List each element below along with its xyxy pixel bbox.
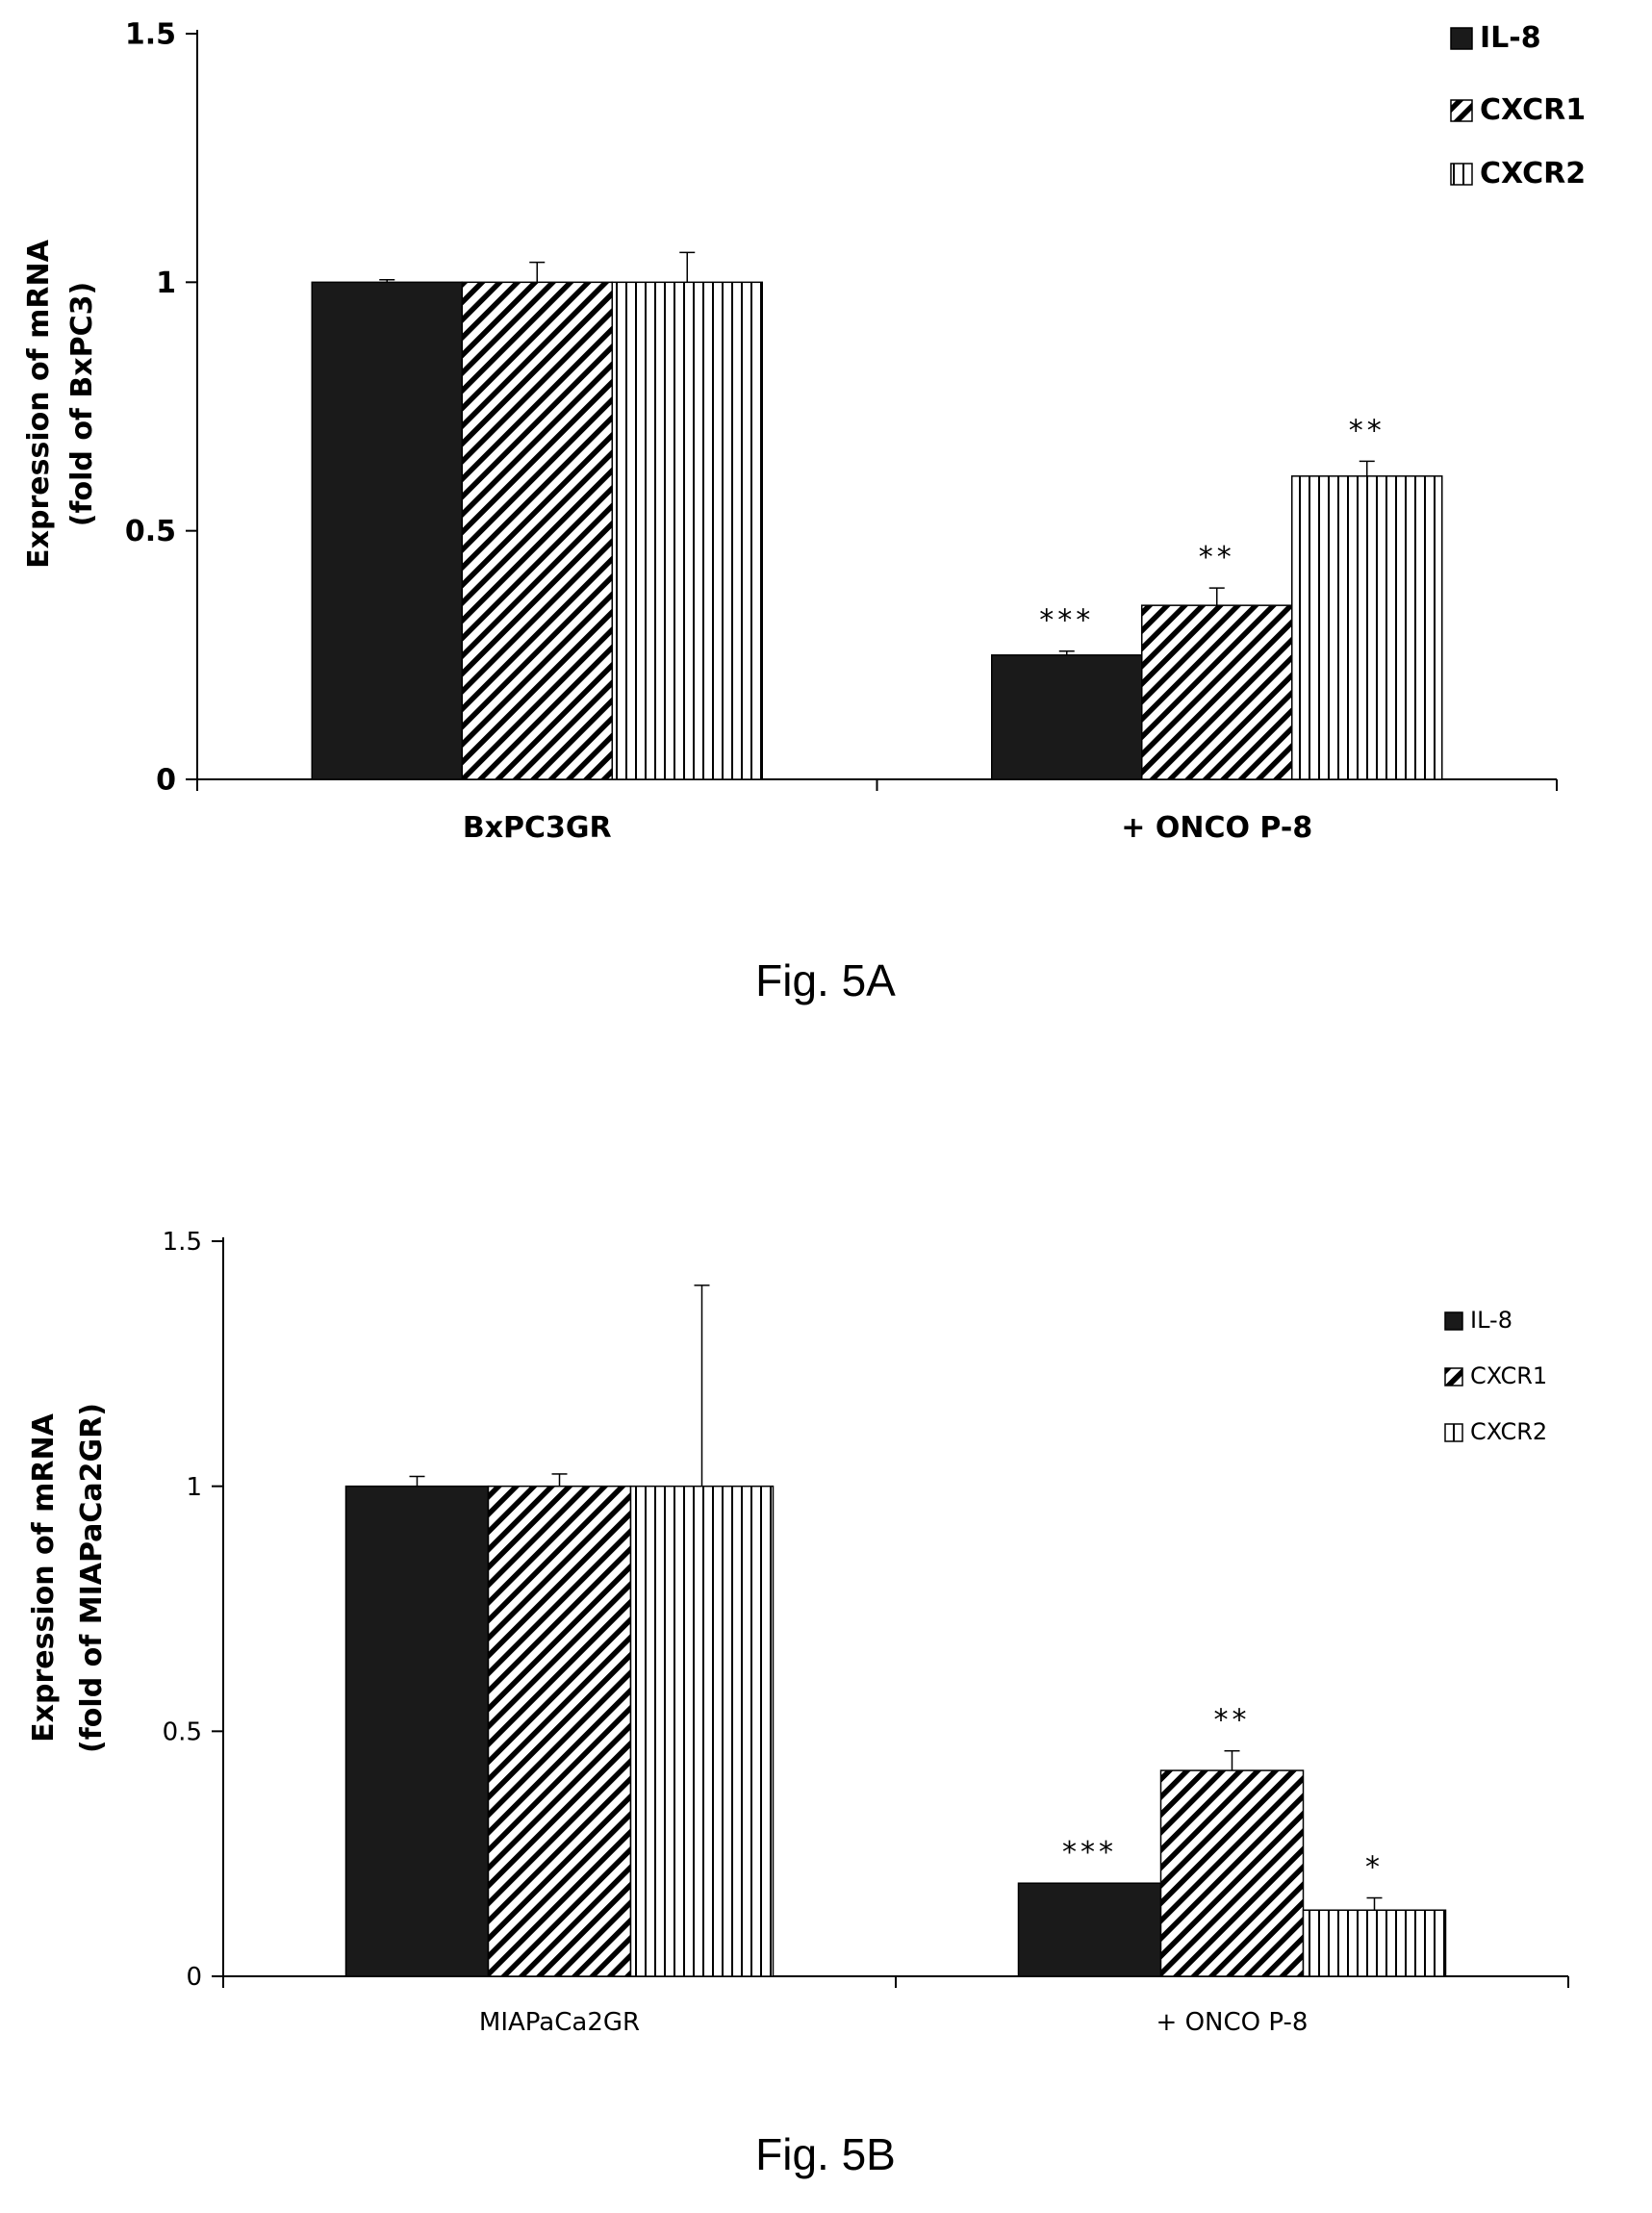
- figure-caption-a: Fig. 5A: [755, 955, 896, 1005]
- figure-caption-b: Fig. 5B: [755, 2129, 896, 2179]
- y-tick-label: 1.5: [163, 1228, 202, 1257]
- bar-cxcr2-0: [611, 281, 763, 780]
- legend-label: CXCR2: [1480, 157, 1586, 191]
- significance-marker: *: [1365, 1851, 1384, 1885]
- y-tick-label: 0.5: [163, 1717, 202, 1746]
- bar-cxcr1-1: [1141, 604, 1293, 780]
- bar-il-8-0: [344, 1485, 490, 1977]
- y-tick-label: 0.5: [125, 515, 176, 548]
- bar-il-8-1: [991, 654, 1143, 780]
- legend-swatch: [1450, 163, 1473, 186]
- y-tick-label: 0: [186, 1963, 202, 1992]
- significance-marker: **: [1214, 1704, 1251, 1738]
- bar-cxcr2-0: [629, 1485, 775, 1977]
- significance-marker: **: [1349, 414, 1385, 447]
- legend-label: CXCR1: [1470, 1362, 1547, 1389]
- significance-marker: ***: [1062, 1836, 1117, 1870]
- y-axis-label-line: Expression of mRNA: [27, 1412, 61, 1742]
- y-tick-label: 0: [156, 764, 176, 798]
- legend-label: IL-8: [1470, 1307, 1512, 1334]
- bar-cxcr1-0: [461, 281, 613, 780]
- legend-swatch: [1444, 1311, 1463, 1331]
- x-category-label: + ONCO P-8: [1156, 2008, 1309, 2037]
- significance-marker: ***: [1039, 604, 1094, 638]
- legend-label: IL-8: [1480, 21, 1541, 55]
- significance-marker: **: [1199, 541, 1235, 574]
- bar-il-8-0: [311, 281, 463, 780]
- x-category-label: MIAPaCa2GR: [479, 2008, 640, 2037]
- bar-cxcr2-1: [1291, 475, 1443, 780]
- x-category-label: + ONCO P-8: [1121, 811, 1312, 845]
- bar-cxcr2-1: [1302, 1909, 1447, 1977]
- y-tick-label: 1: [156, 267, 176, 300]
- legend-swatch: [1444, 1367, 1463, 1386]
- bar-cxcr1-1: [1159, 1769, 1305, 1977]
- y-tick-label: 1: [186, 1473, 202, 1502]
- y-tick-label: 1.5: [125, 18, 176, 52]
- y-axis-label-line: Expression of mRNA: [22, 239, 56, 568]
- legend-swatch: [1450, 27, 1473, 50]
- legend-swatch: [1450, 99, 1473, 122]
- legend-label: CXCR2: [1470, 1418, 1547, 1445]
- legend-swatch: [1444, 1423, 1463, 1442]
- y-axis-label-line: (fold of BxPC3): [65, 282, 99, 527]
- bar-il-8-1: [1017, 1882, 1162, 1977]
- x-category-label: BxPC3GR: [463, 811, 612, 845]
- y-axis-label-line: (fold of MIAPaCa2GR): [75, 1403, 109, 1753]
- legend-label: CXCR1: [1480, 93, 1586, 127]
- bar-cxcr1-0: [487, 1485, 632, 1977]
